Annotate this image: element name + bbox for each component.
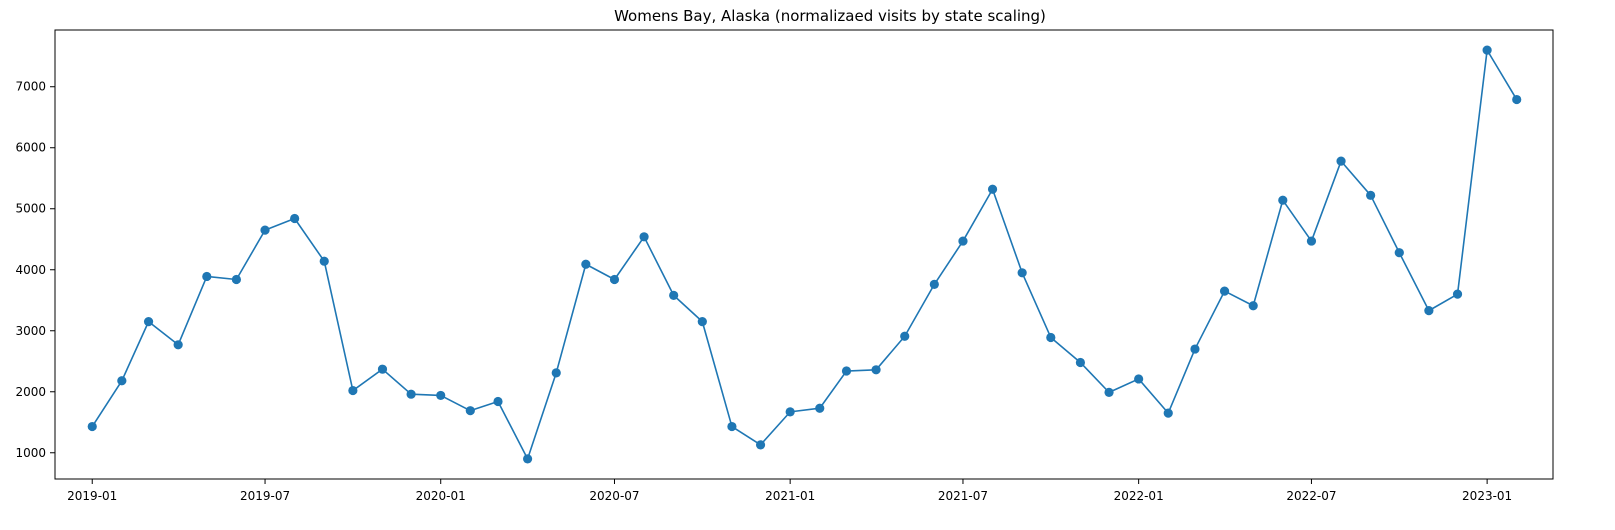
data-point — [1306, 236, 1317, 246]
data-point — [406, 389, 416, 399]
data-point — [1394, 248, 1404, 258]
data-point — [87, 421, 97, 432]
data-point — [1336, 156, 1346, 166]
data-point — [581, 259, 591, 269]
axes-layer: 2019-01 2019-07 2020-01 2020-07 2021-01 2021-… — [15, 29, 1554, 503]
y-tick-label: 4000 — [15, 263, 46, 277]
y-tick-label: 6000 — [15, 141, 46, 155]
data-point — [609, 274, 620, 285]
data-point — [231, 274, 241, 285]
data-point — [319, 256, 329, 266]
data-point — [465, 406, 475, 416]
data-point — [523, 454, 533, 464]
chart-title: Womens Bay, Alaska (normalizaed visits b… — [614, 7, 1046, 25]
data-point — [697, 317, 707, 327]
data-point — [1248, 301, 1258, 311]
data-point — [290, 213, 300, 224]
series-layer — [87, 45, 1522, 464]
data-point — [1219, 286, 1230, 296]
data-point — [841, 366, 852, 376]
data-point — [1075, 357, 1085, 368]
data-point — [1424, 306, 1434, 316]
data-point — [1452, 289, 1463, 299]
data-point — [871, 365, 881, 375]
x-tick-label: 2022-07 — [1286, 489, 1336, 503]
data-point — [1190, 344, 1200, 354]
data-point — [1163, 408, 1173, 418]
data-point — [493, 396, 503, 407]
x-tick-label: 2021-07 — [938, 489, 988, 503]
data-point — [260, 225, 270, 235]
plot-frame — [54, 29, 1554, 480]
data-point — [987, 184, 998, 194]
data-point — [900, 331, 910, 341]
data-point — [929, 279, 939, 289]
y-tick-label: 1000 — [15, 446, 46, 460]
x-tick-label: 2021-01 — [765, 489, 815, 503]
data-point — [958, 236, 968, 246]
data-point — [1017, 268, 1027, 278]
data-point — [1104, 387, 1114, 397]
y-tick-label: 5000 — [15, 202, 46, 216]
data-point — [1512, 94, 1522, 105]
data-point — [1278, 195, 1288, 205]
x-tick-label: 2019-07 — [240, 489, 290, 503]
data-point — [436, 390, 446, 401]
data-point — [639, 232, 649, 242]
data-point — [815, 403, 825, 413]
y-tick-label: 2000 — [15, 385, 46, 399]
x-tick-label: 2020-07 — [589, 489, 639, 503]
data-point — [202, 271, 212, 282]
x-tick-label: 2023-01 — [1462, 489, 1512, 503]
data-point — [727, 421, 737, 432]
data-point — [755, 440, 766, 450]
data-point — [669, 290, 679, 300]
data-point — [1366, 190, 1376, 200]
data-point — [1482, 45, 1492, 55]
x-tick-label: 2020-01 — [416, 489, 466, 503]
series-line — [91, 49, 1518, 460]
data-point — [143, 317, 154, 327]
data-point — [173, 340, 183, 350]
data-point — [551, 368, 561, 378]
data-point — [1134, 374, 1144, 384]
data-point — [117, 376, 127, 386]
x-tick-label: 2019-01 — [67, 489, 117, 503]
data-point — [377, 364, 388, 374]
x-tick-label: 2022-01 — [1114, 489, 1164, 503]
data-point — [785, 407, 795, 417]
y-tick-label: 3000 — [15, 324, 46, 338]
data-point — [348, 385, 358, 396]
data-point — [1046, 332, 1056, 343]
y-tick-label: 7000 — [15, 80, 46, 94]
